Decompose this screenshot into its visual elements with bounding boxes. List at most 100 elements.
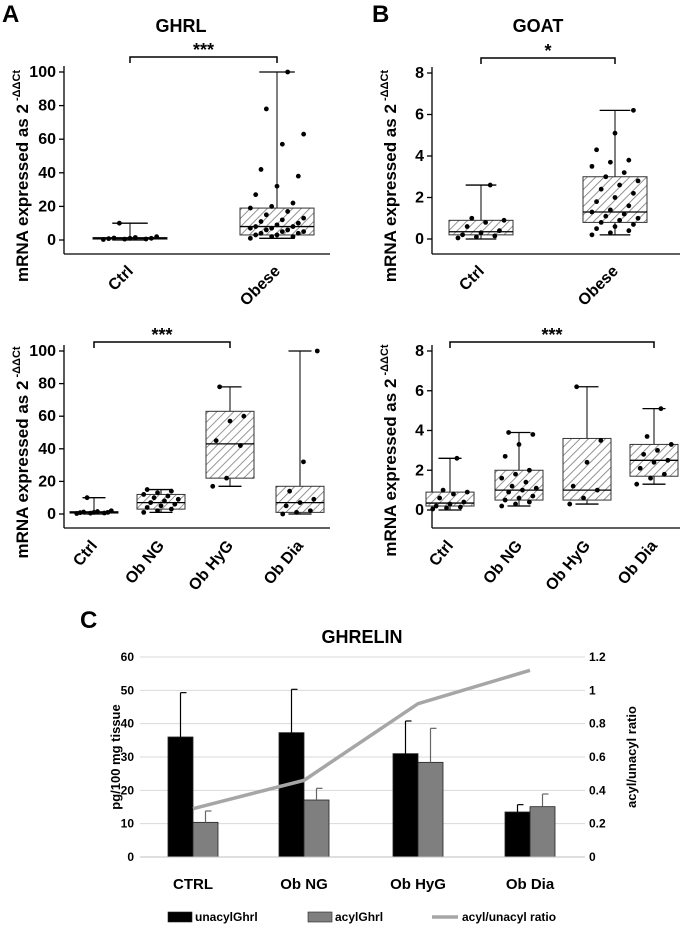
y-tick-label: 40	[38, 441, 56, 458]
data-point	[224, 475, 229, 481]
legend-item-0: unacylGhrl	[167, 910, 258, 924]
x-tick-label: Ob NG	[122, 538, 168, 588]
bar-acylghrl	[192, 821, 219, 858]
data-point	[530, 493, 536, 499]
data-point	[437, 495, 443, 501]
data-point	[454, 455, 460, 461]
y-right-tick-label: 0.4	[589, 783, 606, 797]
x-tick-label: Ctrl	[426, 538, 457, 570]
data-point	[108, 508, 114, 514]
data-point	[290, 234, 296, 240]
bar-acylghrl	[529, 806, 556, 858]
data-point	[290, 200, 296, 206]
y-axis-label-text: mRNA expressed as 2	[13, 104, 32, 282]
data-point	[635, 215, 641, 221]
data-point	[617, 182, 623, 188]
data-point	[237, 443, 243, 448]
y-axis-label: pg/100 mg tissue	[108, 704, 123, 809]
data-point	[603, 174, 609, 180]
data-point	[81, 509, 87, 515]
data-point	[497, 228, 502, 234]
panel-label-a: A	[2, 1, 19, 28]
data-point	[290, 224, 296, 229]
data-point	[533, 485, 539, 491]
significance-label: ***	[193, 40, 214, 60]
box-obese	[239, 69, 315, 241]
bar-unacylghrl	[278, 732, 305, 858]
x-tick-label: Ctrl	[456, 263, 488, 295]
y-axis-label-text: mRNA expressed as 2	[381, 104, 400, 282]
data-point	[247, 225, 253, 231]
y-tick-label: 60	[38, 408, 56, 425]
data-point	[274, 222, 280, 228]
data-point	[100, 237, 106, 242]
data-point	[461, 499, 467, 505]
data-point	[175, 496, 181, 502]
data-point	[502, 453, 508, 459]
data-point	[598, 186, 604, 192]
box-iqr	[562, 437, 612, 501]
data-point	[433, 503, 439, 509]
data-point	[430, 506, 436, 512]
data-point	[631, 190, 636, 196]
data-point	[641, 451, 647, 457]
box-ob-dia	[629, 406, 679, 487]
data-point	[269, 225, 275, 231]
data-point	[258, 167, 264, 172]
x-tick-label: CTRL	[173, 876, 213, 893]
data-point	[635, 178, 641, 184]
data-point	[520, 487, 525, 493]
chart-title: GHRELIN	[322, 627, 403, 647]
bar-unacylghrl	[504, 811, 531, 858]
box-ob-ng	[494, 430, 544, 509]
data-point	[84, 495, 90, 501]
data-point	[213, 438, 219, 444]
data-point	[144, 505, 150, 510]
y-tick-label: 100	[29, 64, 56, 81]
x-tick-label: Ob Dia	[615, 538, 661, 589]
legend-label: acylGhrl	[335, 910, 383, 924]
data-point	[274, 232, 280, 238]
panel-label-b: B	[372, 1, 389, 28]
data-point	[631, 222, 636, 227]
data-point	[106, 236, 112, 242]
significance-label: ***	[151, 325, 172, 345]
data-point	[584, 459, 590, 465]
box-obese	[582, 107, 648, 238]
y-tick-label: 60	[121, 650, 135, 664]
data-point	[607, 159, 613, 165]
y-tick-label: 0	[415, 231, 424, 248]
data-point	[141, 509, 147, 515]
significance-label: *	[544, 41, 551, 61]
significance-bracket	[129, 56, 278, 63]
data-point	[651, 459, 657, 465]
box-ob-hyg	[205, 384, 255, 489]
data-point	[444, 505, 449, 511]
data-point	[526, 499, 532, 505]
data-point	[665, 457, 671, 463]
data-point	[506, 430, 512, 435]
data-point	[469, 215, 475, 221]
y-axis-label-text: mRNA expressed as 2	[381, 379, 400, 557]
data-point	[589, 209, 595, 215]
x-tick-label: Ob Dia	[261, 538, 307, 589]
data-point	[162, 498, 167, 504]
data-point	[155, 490, 160, 496]
data-point	[626, 157, 632, 163]
box-ctrl	[425, 455, 475, 512]
data-point	[227, 418, 233, 424]
data-point	[594, 226, 599, 232]
y-right-tick-label: 0.2	[589, 817, 606, 831]
data-point	[143, 236, 149, 242]
data-point	[626, 228, 632, 234]
data-point	[301, 459, 306, 465]
data-point	[487, 182, 493, 188]
significance-label: ***	[541, 325, 562, 345]
data-point	[148, 235, 154, 241]
data-point	[111, 235, 117, 241]
data-point	[598, 438, 604, 443]
data-point	[506, 489, 512, 495]
data-point	[644, 434, 650, 439]
data-point	[280, 511, 286, 517]
